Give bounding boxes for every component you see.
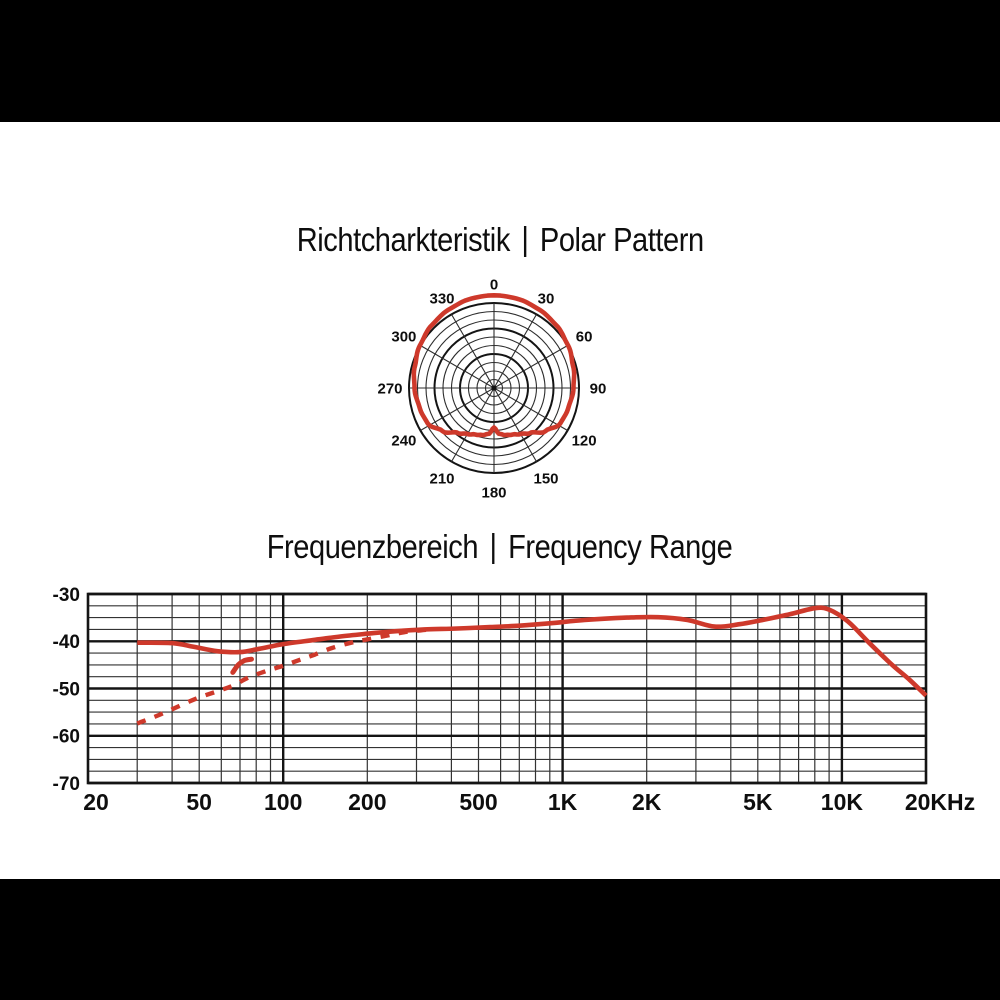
polar-angle-label: 120 xyxy=(572,432,597,449)
y-tick-label: -40 xyxy=(53,632,80,653)
freq-series-bass-rolloff-response xyxy=(136,626,436,726)
polar-title-en: Polar Pattern xyxy=(539,221,704,258)
polar-angle-label: 210 xyxy=(429,471,454,488)
x-tick-label: 5K xyxy=(743,789,773,815)
polar-angle-label: 180 xyxy=(481,484,506,501)
polar-angle-label: 330 xyxy=(429,290,454,307)
polar-grid xyxy=(408,302,580,474)
x-tick-label: 20 xyxy=(83,789,109,815)
polar-angle-label: 30 xyxy=(538,290,555,307)
freq-x-axis-labels: 20 50 100 200 500 1K 2K 5K 10K 20KHz xyxy=(83,789,975,815)
x-tick-label: 2K xyxy=(632,789,662,815)
title-separator: | xyxy=(521,220,529,257)
freq-series-rolloff-knee-segment xyxy=(230,656,254,675)
polar-pattern-curve xyxy=(411,293,577,438)
top-black-band xyxy=(0,0,1000,122)
polar-section-title: Richtcharkteristik | Polar Pattern xyxy=(0,220,1000,258)
polar-angle-label: 60 xyxy=(576,328,593,345)
polar-angle-label: 270 xyxy=(377,380,402,397)
polar-angle-labels: 0 30 60 90 120 150 180 210 240 270 300 330 xyxy=(377,276,606,501)
x-tick-label: 1K xyxy=(548,789,578,815)
title-separator: | xyxy=(489,527,498,564)
frequency-title-de: Frequenzbereich xyxy=(267,528,479,565)
polar-angle-label: 90 xyxy=(590,380,607,397)
freq-grid xyxy=(86,592,928,785)
x-tick-label: 50 xyxy=(186,789,212,815)
y-tick-label: -50 xyxy=(53,679,80,700)
x-tick-label: 100 xyxy=(264,789,302,815)
frequency-title-en: Frequency Range xyxy=(508,528,734,565)
y-tick-label: -30 xyxy=(53,585,80,606)
frequency-section-title: Frequenzbereich | Frequency Range xyxy=(0,527,1000,565)
bottom-black-band xyxy=(0,879,1000,1000)
x-tick-label: 200 xyxy=(348,789,386,815)
polar-pattern-chart: 0 30 60 90 120 150 180 210 240 270 300 330 xyxy=(377,276,606,501)
polar-title-de: Richtcharkteristik xyxy=(296,221,511,258)
x-tick-label: 500 xyxy=(459,789,497,815)
x-tick-label: 20KHz xyxy=(905,789,975,815)
polar-angle-label: 0 xyxy=(490,276,498,293)
freq-y-axis-labels: -30 -40 -50 -60 -70 xyxy=(53,585,80,795)
polar-angle-label: 300 xyxy=(391,328,416,345)
freq-series-on-axis-response xyxy=(137,605,928,698)
y-tick-label: -60 xyxy=(53,727,80,748)
polar-angle-label: 150 xyxy=(533,471,558,488)
polar-angle-label: 240 xyxy=(391,432,416,449)
y-tick-label: -70 xyxy=(53,774,80,795)
x-tick-label: 10K xyxy=(821,789,864,815)
